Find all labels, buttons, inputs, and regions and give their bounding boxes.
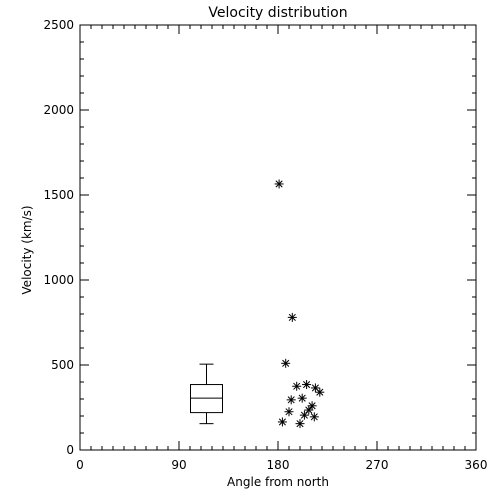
y-tick-label: 1500 <box>43 188 74 202</box>
asterisk-stroke <box>287 396 295 404</box>
x-tick-label: 180 <box>267 458 290 472</box>
data-point <box>315 387 325 397</box>
data-point <box>287 312 297 322</box>
y-tick-label: 1000 <box>43 273 74 287</box>
y-axis-label: Velocity (km/s) <box>20 205 34 294</box>
data-point <box>295 419 305 429</box>
asterisk-stroke <box>298 394 306 402</box>
asterisk-stroke <box>308 402 316 410</box>
data-point <box>297 393 307 403</box>
asterisk-stroke <box>316 388 324 396</box>
asterisk-stroke <box>288 313 296 321</box>
data-point <box>302 380 312 390</box>
asterisk-stroke <box>303 380 311 389</box>
asterisk-stroke <box>311 384 319 392</box>
y-tick-label: 500 <box>51 358 74 372</box>
asterisk-stroke <box>296 420 304 428</box>
data-point <box>274 179 284 189</box>
data-point <box>292 381 302 391</box>
data-point <box>299 410 309 420</box>
axes: 0 90 180 270 360 0 500 1000 1500 2000 2500 <box>43 18 487 472</box>
data-point <box>277 417 287 427</box>
boxplot <box>190 363 223 425</box>
y-tick-label: 2000 <box>43 103 74 117</box>
data-point <box>281 358 291 368</box>
x-tick-label: 360 <box>465 458 488 472</box>
asterisk-stroke <box>275 180 283 188</box>
asterisk-stroke <box>293 382 301 390</box>
asterisk-stroke <box>278 418 286 426</box>
asterisk-stroke <box>300 411 308 419</box>
asterisk-stroke <box>282 359 290 367</box>
data-point <box>309 412 319 422</box>
y-tick-label: 0 <box>66 443 74 457</box>
y-tick-label: 2500 <box>43 18 74 32</box>
chart-title: Velocity distribution <box>208 5 347 21</box>
asterisk-stroke <box>285 408 293 416</box>
x-axis-label: Angle from north <box>227 475 329 489</box>
data-point <box>284 407 294 417</box>
data-point <box>286 395 296 405</box>
x-tick-label: 0 <box>76 458 84 472</box>
x-tick-label: 270 <box>366 458 389 472</box>
asterisk-stroke <box>310 413 318 421</box>
x-tick-label: 90 <box>171 458 186 472</box>
scatter-points <box>274 179 325 429</box>
